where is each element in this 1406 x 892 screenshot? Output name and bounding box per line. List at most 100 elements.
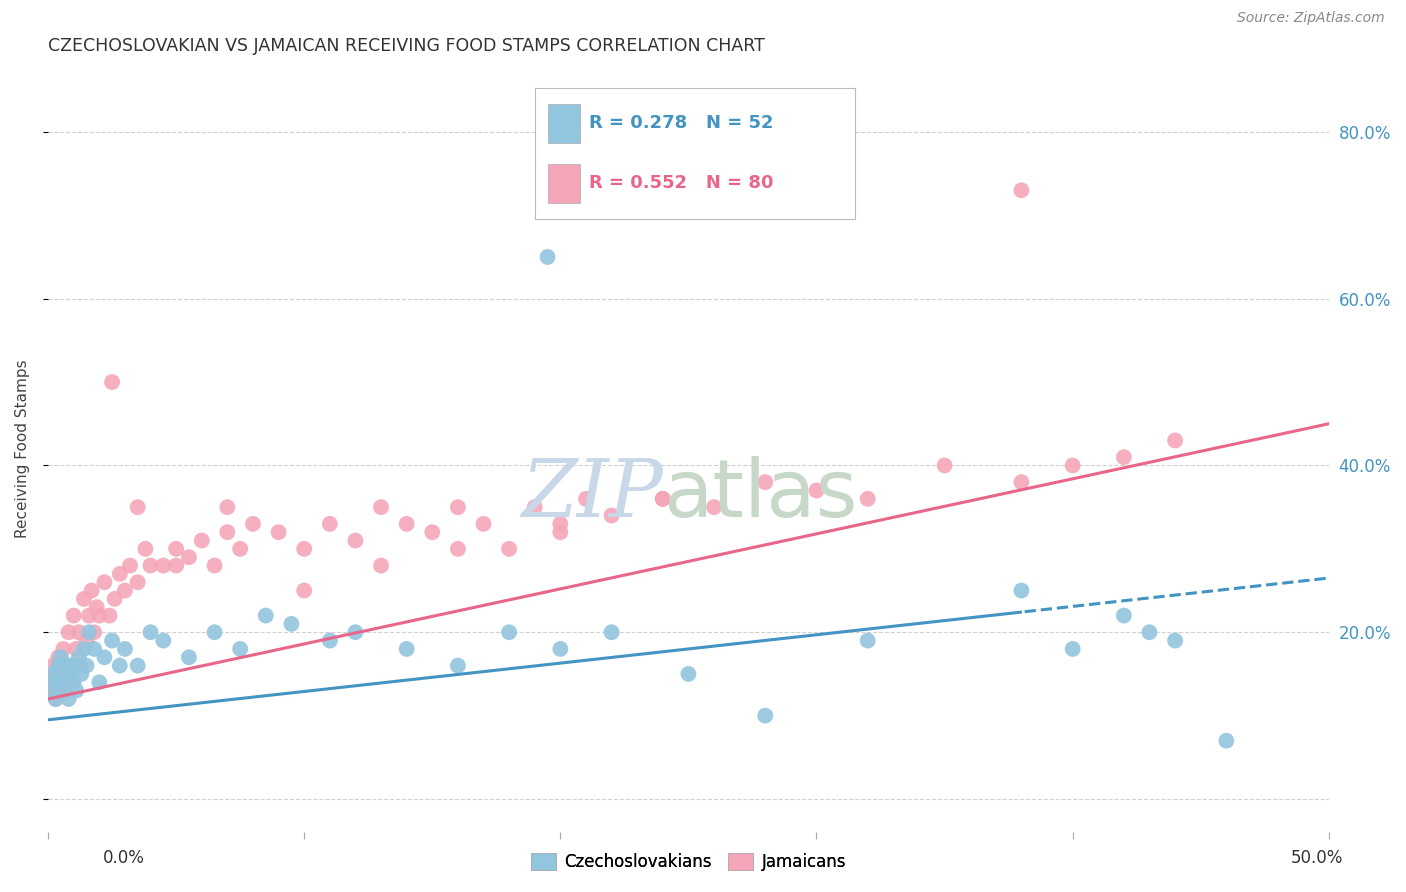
Point	[89, 608, 111, 623]
Point	[114, 583, 136, 598]
Point	[45, 692, 67, 706]
Point	[190, 533, 212, 548]
Point	[86, 600, 108, 615]
Point	[62, 608, 84, 623]
Point	[856, 633, 879, 648]
Point	[550, 516, 572, 531]
Point	[49, 675, 72, 690]
Point	[46, 658, 69, 673]
Point	[58, 692, 80, 706]
Point	[45, 692, 67, 706]
Point	[65, 642, 87, 657]
Point	[1062, 642, 1084, 657]
Point	[101, 633, 124, 648]
Point	[58, 625, 80, 640]
Point	[45, 675, 67, 690]
Point	[42, 667, 65, 681]
Point	[67, 625, 90, 640]
Point	[292, 541, 315, 556]
Point	[344, 625, 367, 640]
Point	[49, 658, 72, 673]
Point	[447, 658, 470, 673]
Point	[1215, 733, 1237, 747]
Point	[498, 625, 520, 640]
Point	[77, 625, 100, 640]
Point	[55, 683, 77, 698]
Point	[254, 608, 277, 623]
Point	[127, 658, 149, 673]
Point	[73, 591, 96, 606]
Point	[550, 525, 572, 540]
Point	[280, 616, 302, 631]
Point	[93, 650, 115, 665]
Point	[550, 642, 572, 657]
Point	[52, 642, 75, 657]
Point	[76, 658, 98, 673]
Point	[420, 525, 443, 540]
Point	[536, 250, 558, 264]
Point	[370, 500, 392, 515]
Point	[806, 483, 828, 498]
Point	[344, 533, 367, 548]
Point	[319, 516, 342, 531]
Point	[523, 500, 546, 515]
Text: atlas: atlas	[662, 456, 858, 533]
Text: CZECHOSLOVAKIAN VS JAMAICAN RECEIVING FOOD STAMPS CORRELATION CHART: CZECHOSLOVAKIAN VS JAMAICAN RECEIVING FO…	[48, 37, 765, 55]
Point	[93, 575, 115, 590]
Point	[104, 591, 127, 606]
Point	[39, 683, 62, 698]
Point	[678, 667, 700, 681]
Point	[46, 675, 69, 690]
Point	[934, 458, 956, 473]
Point	[856, 491, 879, 506]
Point	[73, 642, 96, 657]
Point	[1164, 434, 1187, 448]
Point	[134, 541, 156, 556]
Point	[46, 683, 69, 698]
Point	[1010, 183, 1032, 197]
Point	[45, 667, 67, 681]
Point	[447, 541, 470, 556]
Point	[217, 525, 239, 540]
Point	[1112, 450, 1135, 464]
Legend: Czechoslovakians, Jamaicans: Czechoslovakians, Jamaicans	[524, 847, 853, 878]
Text: Source: ZipAtlas.com: Source: ZipAtlas.com	[1237, 12, 1385, 25]
Point	[472, 516, 495, 531]
Point	[65, 683, 87, 698]
Point	[165, 541, 187, 556]
Point	[49, 650, 72, 665]
Point	[204, 558, 226, 573]
Point	[229, 541, 252, 556]
Point	[42, 675, 65, 690]
Point	[70, 658, 93, 673]
Point	[101, 375, 124, 389]
Point	[1112, 608, 1135, 623]
Point	[60, 675, 83, 690]
Point	[55, 675, 77, 690]
Point	[39, 683, 62, 698]
Point	[498, 541, 520, 556]
Point	[127, 500, 149, 515]
Point	[108, 566, 131, 581]
Point	[62, 658, 84, 673]
Point	[177, 550, 200, 565]
Point	[152, 633, 174, 648]
Point	[217, 500, 239, 515]
Point	[139, 625, 162, 640]
Point	[204, 625, 226, 640]
Point	[600, 508, 623, 523]
Point	[267, 525, 290, 540]
Point	[83, 625, 105, 640]
Point	[292, 583, 315, 598]
Point	[49, 667, 72, 681]
Point	[98, 608, 121, 623]
Point	[152, 558, 174, 573]
Point	[1010, 475, 1032, 490]
Point	[651, 491, 673, 506]
Point	[575, 491, 598, 506]
Point	[1164, 633, 1187, 648]
Y-axis label: Receiving Food Stamps: Receiving Food Stamps	[15, 359, 30, 538]
Point	[447, 500, 470, 515]
Point	[46, 650, 69, 665]
Point	[58, 658, 80, 673]
